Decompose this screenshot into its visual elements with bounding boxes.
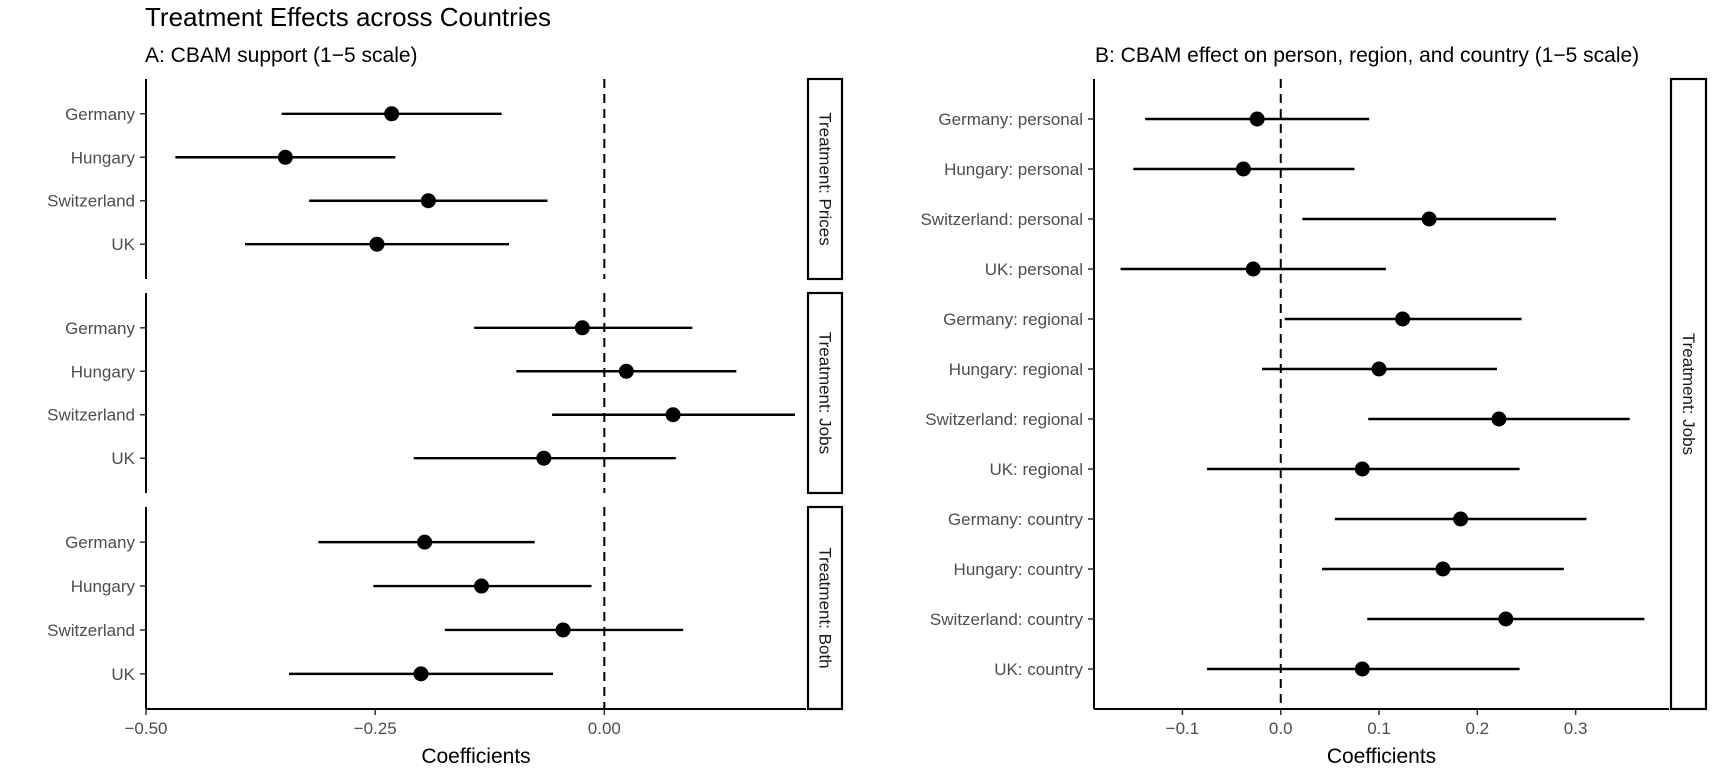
point-estimate bbox=[417, 534, 433, 550]
facet-strip bbox=[1669, 77, 1708, 711]
x-tick-label: 0.2 bbox=[1466, 719, 1490, 738]
y-tick-label: Hungary: personal bbox=[944, 160, 1083, 179]
y-tick-label: UK bbox=[111, 449, 135, 468]
point-estimate bbox=[1453, 511, 1469, 527]
y-tick-label: UK bbox=[111, 235, 135, 254]
y-tick-label: Germany: regional bbox=[943, 310, 1083, 329]
y-tick-label: Germany bbox=[65, 533, 135, 552]
figure-title: Treatment Effects across Countries bbox=[145, 2, 551, 32]
x-tick-label: −0.25 bbox=[354, 719, 397, 738]
facet-strip bbox=[806, 77, 844, 281]
panel-b-subtitle: B: CBAM effect on person, region, and co… bbox=[1095, 44, 1639, 67]
y-tick-label: Switzerland: personal bbox=[920, 210, 1083, 229]
point-estimate bbox=[1249, 111, 1265, 127]
point-estimate bbox=[618, 363, 634, 379]
y-tick-label: Switzerland: regional bbox=[925, 410, 1083, 429]
point-estimate bbox=[1395, 311, 1411, 327]
facet-strip-label: Treatment: Jobs bbox=[816, 332, 835, 454]
point-estimate bbox=[1435, 561, 1451, 577]
point-estimate bbox=[369, 236, 385, 252]
y-tick-label: UK: regional bbox=[989, 460, 1083, 479]
y-tick-label: Germany bbox=[65, 319, 135, 338]
facet-strip bbox=[806, 291, 844, 495]
y-tick-label: UK bbox=[111, 665, 135, 684]
point-estimate bbox=[1354, 661, 1370, 677]
y-tick-label: Germany: personal bbox=[938, 110, 1083, 129]
point-estimate bbox=[277, 149, 293, 165]
x-tick-label: 0.00 bbox=[588, 719, 621, 738]
point-estimate bbox=[1498, 611, 1514, 627]
panel-b-plot: Germany: personal Hungary: personal Switze… bbox=[920, 77, 1708, 768]
y-tick-label: Switzerland bbox=[47, 192, 135, 211]
point-estimate bbox=[665, 407, 681, 423]
point-estimate bbox=[1491, 411, 1507, 427]
point-estimate bbox=[1235, 161, 1251, 177]
y-tick-label: Hungary: country bbox=[954, 560, 1084, 579]
y-tick-label: Hungary: regional bbox=[949, 360, 1083, 379]
y-tick-label: Switzerland: country bbox=[930, 610, 1084, 629]
facet-strip-label: Treatment: Prices bbox=[816, 112, 835, 246]
point-estimate bbox=[420, 193, 436, 209]
y-tick-label: Hungary bbox=[71, 362, 136, 381]
y-tick-label: Switzerland bbox=[47, 406, 135, 425]
y-tick-label: UK: personal bbox=[985, 260, 1083, 279]
y-tick-label: Hungary bbox=[71, 577, 136, 596]
point-estimate bbox=[384, 106, 400, 122]
x-tick-label: 0.3 bbox=[1564, 719, 1588, 738]
x-axis-title: Coefficients bbox=[421, 745, 530, 768]
y-tick-label: UK: country bbox=[994, 660, 1083, 679]
point-estimate bbox=[1245, 261, 1261, 277]
point-estimate bbox=[536, 450, 552, 466]
y-tick-label: Germany: country bbox=[948, 510, 1084, 529]
x-tick-label: 0.1 bbox=[1367, 719, 1391, 738]
facet-strip-label: Treatment: Both bbox=[816, 547, 835, 668]
point-estimate bbox=[555, 622, 571, 638]
y-tick-label: Germany bbox=[65, 105, 135, 124]
x-tick-label: −0.1 bbox=[1166, 719, 1200, 738]
x-tick-label: −0.50 bbox=[124, 719, 167, 738]
x-axis-title: Coefficients bbox=[1327, 745, 1436, 768]
panel-a-subtitle: A: CBAM support (1−5 scale) bbox=[145, 44, 418, 67]
point-estimate bbox=[1421, 211, 1437, 227]
facet-strip-label: Treatment: Jobs bbox=[1679, 333, 1698, 455]
point-estimate bbox=[1371, 361, 1387, 377]
y-tick-label: Switzerland bbox=[47, 621, 135, 640]
panel-a-plot: Germany Hungary Switzerland UK Treatment: Pr… bbox=[47, 77, 844, 768]
facet-strip bbox=[806, 505, 844, 711]
x-tick-label: 0.0 bbox=[1269, 719, 1293, 738]
point-estimate bbox=[1354, 461, 1370, 477]
point-estimate bbox=[413, 666, 429, 682]
y-tick-label: Hungary bbox=[71, 148, 136, 167]
point-estimate bbox=[574, 320, 590, 336]
point-estimate bbox=[474, 578, 489, 594]
